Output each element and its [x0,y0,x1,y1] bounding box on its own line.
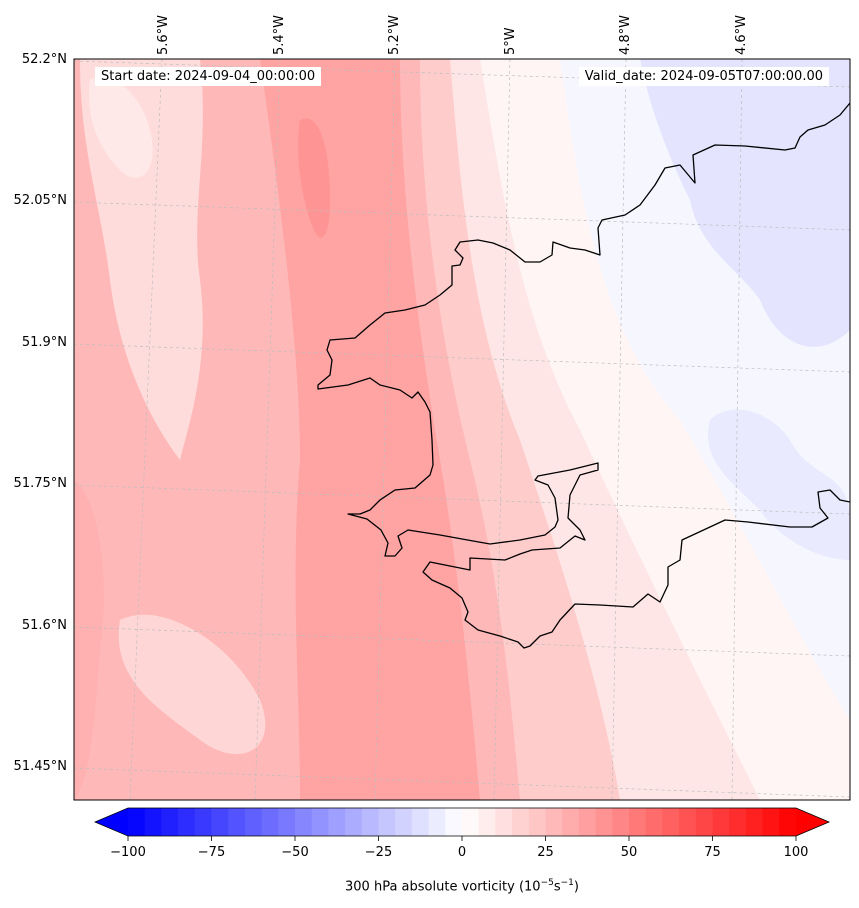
colorbar-step [244,808,263,836]
colorbar-step [695,808,714,836]
colorbar-label-exp1: −5 [540,878,554,888]
colorbar-step [729,808,747,836]
colorbar-step [629,808,647,836]
field-strong-positive [260,59,480,800]
colorbar-step [578,808,597,836]
coastline-main [317,102,850,649]
lon-tick-label: 4.8°W [618,14,633,55]
field-west-strong-sw [74,480,104,800]
colorbar-step [679,808,697,836]
colorbar-step [528,808,547,836]
colorbar-label-end: ) [573,879,579,895]
colorbar-label-exp2: −1 [560,878,574,888]
colorbar-step [144,808,162,836]
colorbar-step [595,808,613,836]
vorticity-field [74,59,850,800]
field-west-lighter [89,77,153,178]
colorbar-step [612,808,630,836]
field-west-light-sw [118,614,266,755]
colorbar-step [428,808,446,836]
colorbar-tick-label: −50 [281,845,309,860]
colorbar-step [261,808,279,836]
colorbar-step [211,808,229,836]
lon-tick-label: 5°W [503,27,518,55]
colorbar-step [278,808,296,836]
colorbar-step [662,808,680,836]
lat-tick-label: 52.05°N [13,193,67,208]
start-date-label: Start date: 2024-09-04_00:00:00 [95,67,322,86]
colorbar [93,807,831,841]
lat-tick-label: 51.6°N [21,618,67,633]
field-negative-ne [640,59,850,347]
colorbar-step [411,808,430,836]
colorbar-tick-label: 100 [783,845,809,860]
colorbar-step [495,808,513,836]
colorbar-step [745,808,764,836]
lon-tick-label: 4.6°W [734,14,749,55]
colorbar-steps [128,808,797,836]
colorbar-step [395,808,413,836]
colorbar-step [295,808,313,836]
colorbar-step [645,808,663,836]
colorbar-tick-label: −100 [110,845,146,860]
colorbar-tick-label: 25 [537,845,554,860]
field-max-core [298,118,330,238]
colorbar-step [478,808,496,836]
colorbar-tick-label: 75 [704,845,721,860]
colorbar-step [311,808,329,836]
colorbar-step [562,808,580,836]
colorbar-step [161,808,179,836]
colorbar-label: 300 hPa absolute vorticity (10−5s−1) [345,878,579,894]
colorbar-step [228,808,246,836]
colorbar-step [345,808,363,836]
graticule [74,59,850,800]
colorbar-step [512,808,530,836]
colorbar-tick-label: 0 [457,845,467,860]
colorbar-step [712,808,730,836]
colorbar-step [128,808,146,836]
lat-tick-label: 52.2°N [21,52,67,67]
coastline [317,102,850,649]
lat-tick-label: 51.75°N [13,476,67,491]
colorbar-ticks [127,836,797,841]
valid-date-label: Valid_date: 2024-09-05T07:00:00.00 [578,67,829,86]
field-negative-east [708,409,850,560]
lat-tick-label: 51.9°N [21,335,67,350]
colorbar-step [194,808,213,836]
colorbar-step [545,808,563,836]
colorbar-tick-label: −75 [197,845,226,860]
colorbar-step [462,808,480,836]
lat-tick-label: 51.45°N [13,759,67,774]
colorbar-extend-high [796,808,829,836]
lon-tick-label: 5.2°W [387,14,402,55]
colorbar-step [779,808,797,836]
colorbar-step [378,808,396,836]
colorbar-step [328,808,346,836]
map-frame [73,58,851,801]
colorbar-extend-low [95,808,128,836]
colorbar-step [445,808,463,836]
colorbar-step [361,808,380,836]
colorbar-step [178,808,196,836]
colorbar-label-mid: s [553,879,561,895]
colorbar-label-text: 300 hPa absolute vorticity (10 [345,879,541,895]
lon-tick-label: 5.4°W [272,14,287,55]
lon-tick-label: 5.6°W [156,14,171,55]
meridian-5-6w [129,59,163,800]
colorbar-step [762,808,780,836]
colorbar-tick-label: −25 [364,845,393,860]
colorbar-tick-label: 50 [620,845,638,860]
